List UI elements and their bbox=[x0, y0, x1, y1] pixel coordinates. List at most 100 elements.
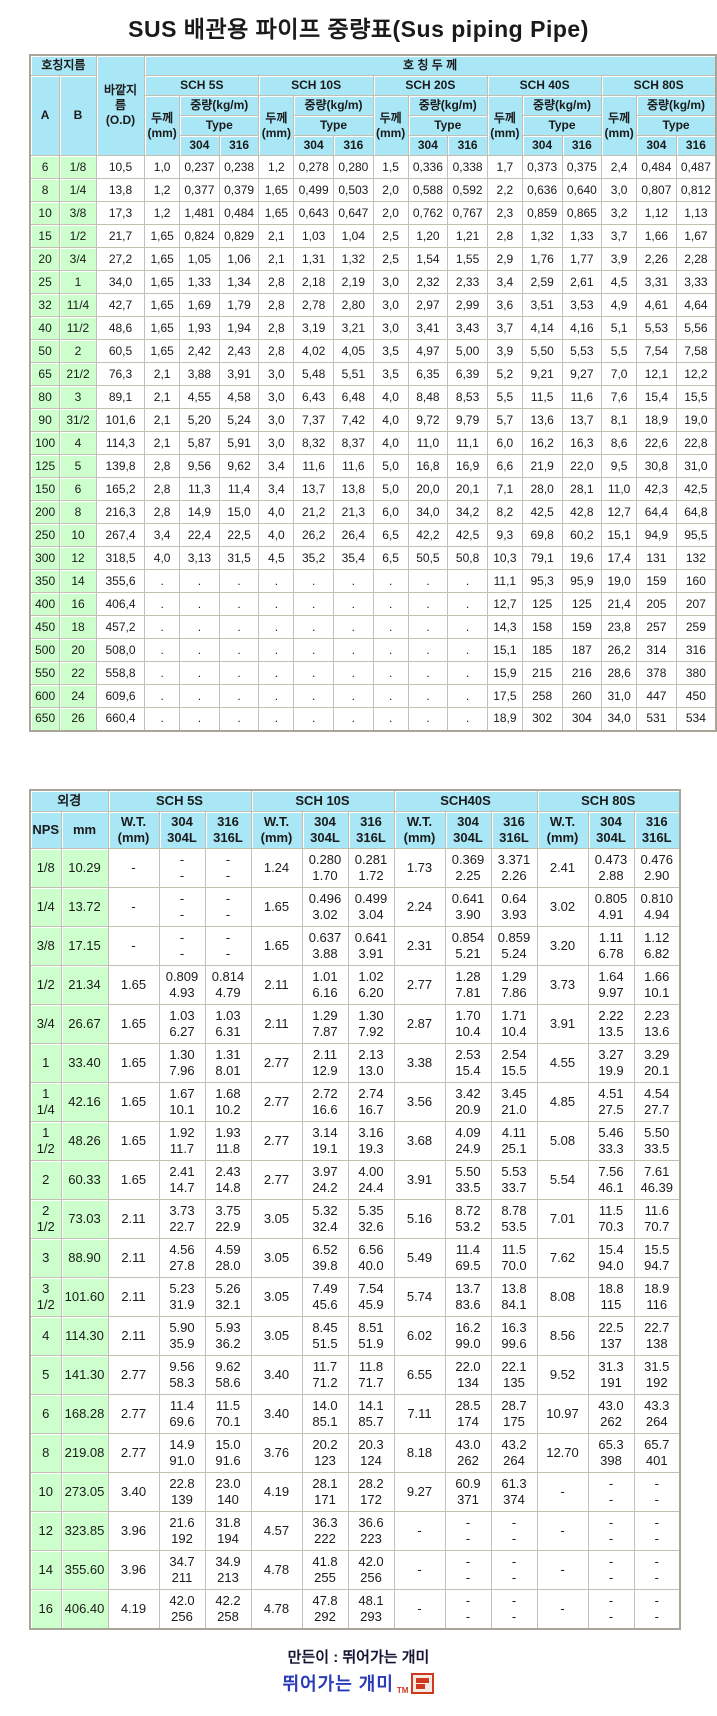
table-cell: 16.2 99.0 bbox=[444, 1316, 492, 1357]
table-cell: 34,0 bbox=[407, 500, 449, 524]
table-cell: - - bbox=[633, 1511, 681, 1552]
table-cell: 2,0 bbox=[372, 201, 409, 225]
table-cell: 23,8 bbox=[601, 615, 638, 639]
table-cell: 5,91 bbox=[218, 431, 260, 455]
table-cell: 11.7 71.2 bbox=[301, 1355, 349, 1396]
table-cell: 42,5 bbox=[447, 523, 488, 547]
table-cell: 3.05 bbox=[250, 1277, 303, 1318]
header-cell: 304 bbox=[636, 135, 677, 156]
table-cell: 3,0 bbox=[372, 270, 409, 294]
table-cell: 2,0 bbox=[372, 178, 409, 202]
table-row: 100 4 114,3 2,1 5,87 5,91 3,0 8,32 8,37 4,0 11,0 11… bbox=[29, 431, 717, 455]
table-cell: 15,0 bbox=[218, 500, 260, 524]
table-cell: 0,499 bbox=[293, 178, 334, 202]
table-cell: 5,56 bbox=[675, 316, 717, 340]
table-cell: 1.73 bbox=[393, 848, 446, 889]
table-row: 1 1/2 48.26 1.65 1.92 11.7 1.93 11.8 2.77 3.14… bbox=[29, 1121, 681, 1162]
header-row: Type Type Type Type Type bbox=[30, 115, 717, 136]
table-cell: - - bbox=[444, 1550, 492, 1591]
table-cell: 6 bbox=[29, 155, 61, 179]
table-cell: - - bbox=[633, 1472, 681, 1513]
header-cell: 316 bbox=[333, 135, 374, 156]
table-cell: 0,377 bbox=[179, 178, 220, 202]
table-cell: 8.18 bbox=[393, 1433, 446, 1474]
table-cell: 531 bbox=[636, 707, 677, 731]
table-cell: 2.11 12.9 bbox=[301, 1043, 349, 1084]
table-cell: 42.0 256 bbox=[347, 1550, 395, 1591]
table-cell: 22.1 135 bbox=[490, 1355, 538, 1396]
table-cell: 2,80 bbox=[333, 293, 374, 317]
table-cell: 5.16 bbox=[393, 1199, 446, 1240]
table-cell: 28,6 bbox=[601, 661, 638, 685]
table-row: 150 6 165,2 2,8 11,3 11,4 3,4 13,7 13,8 5,0 20,0 20… bbox=[29, 477, 717, 501]
header-cell: 두께 (mm) bbox=[601, 95, 638, 156]
header-cell: Type bbox=[407, 115, 488, 136]
table-cell: 2.22 13.5 bbox=[587, 1004, 635, 1045]
table-cell: 90 bbox=[29, 408, 61, 432]
table-cell: 1/2 bbox=[29, 965, 62, 1006]
table-cell: 15,1 bbox=[601, 523, 638, 547]
table-cell: 31,5 bbox=[218, 546, 260, 570]
table-cell: 26,4 bbox=[333, 523, 374, 547]
table-cell: 13.8 84.1 bbox=[490, 1277, 538, 1318]
table-row: 1/8 10.29- - -- -1.24 0.280 1.70 0.281 1.72 1… bbox=[29, 848, 681, 889]
table-cell: 80 bbox=[29, 385, 61, 409]
table-cell: 22,4 bbox=[179, 523, 220, 547]
table-cell: 4.19 bbox=[250, 1472, 303, 1513]
table-cell: - - bbox=[587, 1511, 635, 1552]
table-cell: 1,79 bbox=[218, 293, 260, 317]
table-cell: 160 bbox=[675, 569, 717, 593]
table-cell: 2.41 14.7 bbox=[158, 1160, 206, 1201]
table-cell: 73.03 bbox=[60, 1199, 109, 1240]
table-row: 450 18 457,2......... 14,3 158 159 23,8 257 259 bbox=[29, 615, 717, 639]
table-cell: . bbox=[179, 661, 220, 685]
table-cell: 5.50 33.5 bbox=[444, 1160, 492, 1201]
table-cell: 1.03 6.27 bbox=[158, 1004, 206, 1045]
table-cell: 69,8 bbox=[521, 523, 563, 547]
table-cell: 355,6 bbox=[95, 569, 146, 593]
table-cell: . bbox=[258, 615, 295, 639]
table-cell: 3.38 bbox=[393, 1043, 446, 1084]
table-cell: 3,5 bbox=[372, 362, 409, 386]
table-cell: 9,72 bbox=[407, 408, 449, 432]
table-cell: . bbox=[333, 592, 374, 616]
table-cell: 3.27 19.9 bbox=[587, 1043, 635, 1084]
header-cell: 두께 (mm) bbox=[372, 95, 409, 156]
table-cell: 1.30 7.96 bbox=[158, 1043, 206, 1084]
table-cell: 165,2 bbox=[95, 477, 146, 501]
table-cell: 2,8 bbox=[258, 316, 295, 340]
table-cell: 1,67 bbox=[675, 224, 717, 248]
table-cell: . bbox=[447, 707, 488, 731]
table-cell: 2,1 bbox=[258, 247, 295, 271]
table-cell: 0.637 3.88 bbox=[301, 926, 349, 967]
table-cell: . bbox=[293, 661, 334, 685]
table-cell: 2,2 bbox=[486, 178, 523, 202]
table-row: 1 33.40 1.65 1.30 7.96 1.31 8.01 2.77 2.11 12.… bbox=[29, 1043, 681, 1084]
table-cell: 1,76 bbox=[521, 247, 563, 271]
header-row: NPS mm W.T. (mm) 304 304L 316 316L W.T. (mm) 3… bbox=[29, 810, 681, 850]
table-cell: - - bbox=[633, 1550, 681, 1591]
table-cell: 42,3 bbox=[636, 477, 677, 501]
table-cell: 0,336 bbox=[407, 155, 449, 179]
table-cell: 4.55 bbox=[536, 1043, 589, 1084]
table-cell: 2,1 bbox=[144, 431, 181, 455]
table-cell: 7,54 bbox=[636, 339, 677, 363]
table-row: 8 219.08 2.77 14.9 91.0 15.0 91.6 3.76 20.2 12… bbox=[29, 1433, 681, 1474]
table-cell: 15,1 bbox=[486, 638, 523, 662]
table-cell: 11,1 bbox=[447, 431, 488, 455]
table-cell: 3.16 19.3 bbox=[347, 1121, 395, 1162]
table-row: 550 22 558,8......... 15,9 215 216 28,6 378 380 bbox=[29, 661, 717, 685]
table-cell: 4,58 bbox=[218, 385, 260, 409]
table-row: 32 11/4 42,7 1,65 1,69 1,79 2,8 2,78 2,80 3,0 2,97… bbox=[29, 293, 717, 317]
table-cell: 2 bbox=[29, 1160, 62, 1201]
table-cell: 2.72 16.6 bbox=[301, 1082, 349, 1123]
table-cell: 3.96 bbox=[107, 1511, 160, 1552]
table-cell: 16,9 bbox=[447, 454, 488, 478]
table-cell: 21.6 192 bbox=[158, 1511, 206, 1552]
header-cell: 호칭지름 bbox=[29, 54, 97, 76]
table-cell: 31,0 bbox=[601, 684, 638, 708]
table-cell: 21.34 bbox=[60, 965, 109, 1006]
table-cell: 0.809 4.93 bbox=[158, 965, 206, 1006]
table-cell: 3,0 bbox=[601, 178, 638, 202]
ant-stamp-icon bbox=[411, 1672, 435, 1694]
